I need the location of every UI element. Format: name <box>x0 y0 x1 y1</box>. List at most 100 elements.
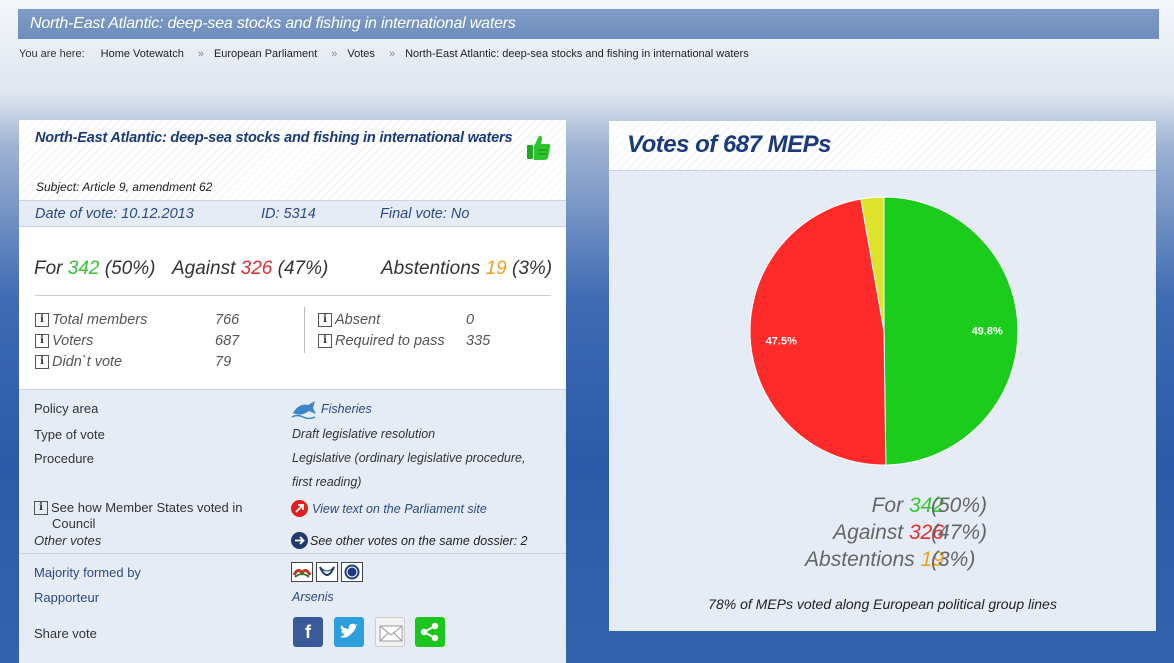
vote-extra-section: Majority formed by Rapporteur Arsenis Sh… <box>19 554 566 663</box>
share-button[interactable] <box>415 617 445 647</box>
result-against: Against 326 (47%) <box>172 258 328 280</box>
vote-results: For 342 (50%) Against 326 (47%) Abstenti… <box>19 227 566 297</box>
member-states-text: See how Member States voted in <box>51 500 243 515</box>
against-count: 326 <box>908 521 944 544</box>
for-pct: (50%) <box>931 494 988 517</box>
vote-header: North-East Atlantic: deep-sea stocks and… <box>19 120 566 200</box>
info-icon[interactable]: i <box>35 313 49 327</box>
facebook-share-button[interactable]: f <box>293 617 323 647</box>
for-count: 342 <box>908 494 944 517</box>
pie-slice-abstentions[interactable] <box>860 196 885 332</box>
stat-value: 335 <box>466 333 491 349</box>
against-pct: (47%) <box>931 521 988 544</box>
group-ecr-icon[interactable] <box>341 562 363 582</box>
email-icon <box>379 625 403 642</box>
procedure: Legislative (ordinary legislative proced… <box>292 451 526 465</box>
abstentions-pct: (3%) <box>512 258 553 279</box>
majority-groups <box>291 562 366 582</box>
thumbs-up-icon <box>527 135 551 160</box>
vote-subject: Subject: Article 9, amendment 62 <box>36 180 213 194</box>
majority-label: Majority formed by <box>34 565 141 580</box>
against-pct: (47%) <box>277 258 329 279</box>
result-abstentions: Abstentions 19 (3%) <box>381 258 552 280</box>
type-of-vote: Draft legislative resolution <box>292 427 436 441</box>
stat-voters: i Voters <box>35 333 93 349</box>
rapporteur[interactable]: Arsenis <box>292 590 334 604</box>
stat-label: Voters <box>52 333 94 349</box>
breadcrumb-home[interactable]: Home Votewatch <box>100 48 184 60</box>
breadcrumb-european-parliament[interactable]: European Parliament <box>213 48 318 60</box>
group-sd-icon[interactable] <box>316 562 338 582</box>
policy-area-value: Fisheries <box>321 402 372 416</box>
other-votes-label: Other votes <box>34 533 102 548</box>
group-epp-icon[interactable] <box>291 562 313 582</box>
for-count: 342 <box>67 258 100 279</box>
twitter-icon <box>340 623 358 638</box>
info-icon[interactable]: i <box>35 334 49 348</box>
info-icon[interactable]: i <box>318 313 332 327</box>
summary-for: For 342 <box>872 494 944 518</box>
email-share-button[interactable] <box>375 617 405 647</box>
result-for: For 342 (50%) <box>34 258 155 280</box>
summary-against: Against 326 <box>833 521 944 545</box>
against-label: Against <box>172 258 236 279</box>
vote-stats: i Total members 766 i Voters 687 i Didn`… <box>19 297 566 390</box>
vote-id: ID: 5314 <box>261 206 316 222</box>
for-label: For <box>871 494 904 517</box>
member-states-text-continued[interactable]: Council <box>52 516 96 531</box>
for-pct: (50%) <box>104 258 156 279</box>
stat-value: 79 <box>215 354 232 370</box>
abstentions-pct: (3%) <box>931 548 976 571</box>
stat-value: 766 <box>215 312 240 328</box>
procedure-label: Procedure <box>34 451 94 466</box>
against-count: 326 <box>240 258 273 279</box>
share-vote-label: Share vote <box>34 626 97 641</box>
vote-info-section: Policy area Fisheries Type of vote Draft… <box>19 389 566 554</box>
view-text-label: View text on the Parliament site <box>312 501 487 516</box>
stat-value: 0 <box>466 312 475 328</box>
vote-pie-chart: 49.8% 47.5% <box>749 196 1019 466</box>
stat-label: Didn`t vote <box>52 354 123 370</box>
fish-icon <box>291 401 316 419</box>
breadcrumb-separator: » <box>197 48 204 60</box>
breadcrumb-current: North-East Atlantic: deep-sea stocks and… <box>405 48 749 60</box>
stat-absent: i Absent <box>318 312 380 328</box>
stat-value: 687 <box>215 333 240 349</box>
pie-slice-against[interactable] <box>749 198 887 466</box>
abstentions-label: Abstentions <box>381 258 481 279</box>
stat-label: Absent <box>335 312 381 328</box>
breadcrumb-lead: You are here: <box>19 48 85 60</box>
breadcrumb-separator: » <box>331 48 338 60</box>
view-text-link[interactable]: View text on the Parliament site <box>291 500 487 517</box>
stat-didnt-vote: i Didn`t vote <box>35 354 122 370</box>
policy-area[interactable]: Fisheries <box>291 399 372 419</box>
procedure-continued: first reading) <box>292 475 362 489</box>
breadcrumb: You are here: Home Votewatch » European … <box>19 48 749 60</box>
policy-area-label: Policy area <box>34 401 99 416</box>
pie-slice-for[interactable] <box>883 196 1019 466</box>
stat-label: Total members <box>52 312 148 328</box>
vote-title: North-East Atlantic: deep-sea stocks and… <box>35 130 513 146</box>
page-title: North-East Atlantic: deep-sea stocks and… <box>18 9 1159 39</box>
divider <box>35 295 551 296</box>
type-of-vote-label: Type of vote <box>34 427 105 442</box>
other-votes-link[interactable]: See other votes on the same dossier: 2 <box>291 532 528 549</box>
info-icon: i <box>34 500 48 515</box>
arrow-right-icon <box>291 532 308 549</box>
share-icon <box>420 622 439 642</box>
vote-date: Date of vote: 10.12.2013 <box>35 206 194 222</box>
twitter-share-button[interactable] <box>334 617 364 647</box>
other-votes-text: See other votes on the same dossier: 2 <box>310 533 528 548</box>
info-icon[interactable]: i <box>35 355 49 369</box>
stat-label: Required to pass <box>335 333 445 349</box>
info-icon[interactable]: i <box>318 334 332 348</box>
abstentions-count: 19 <box>920 548 944 571</box>
breadcrumb-votes[interactable]: Votes <box>347 48 375 60</box>
for-label: For <box>34 258 63 279</box>
member-states-link[interactable]: i See how Member States voted in <box>34 500 243 515</box>
chart-title: Votes of 687 MEPs <box>609 121 1156 171</box>
chart-panel: Votes of 687 MEPs 49.8% 47.5% For 342 (50… <box>609 121 1156 631</box>
chart-footer: 78% of MEPs voted along European politic… <box>708 596 1057 612</box>
vote-details-panel: North-East Atlantic: deep-sea stocks and… <box>19 120 566 663</box>
summary-abstentions: Abstentions 19 <box>714 548 944 572</box>
